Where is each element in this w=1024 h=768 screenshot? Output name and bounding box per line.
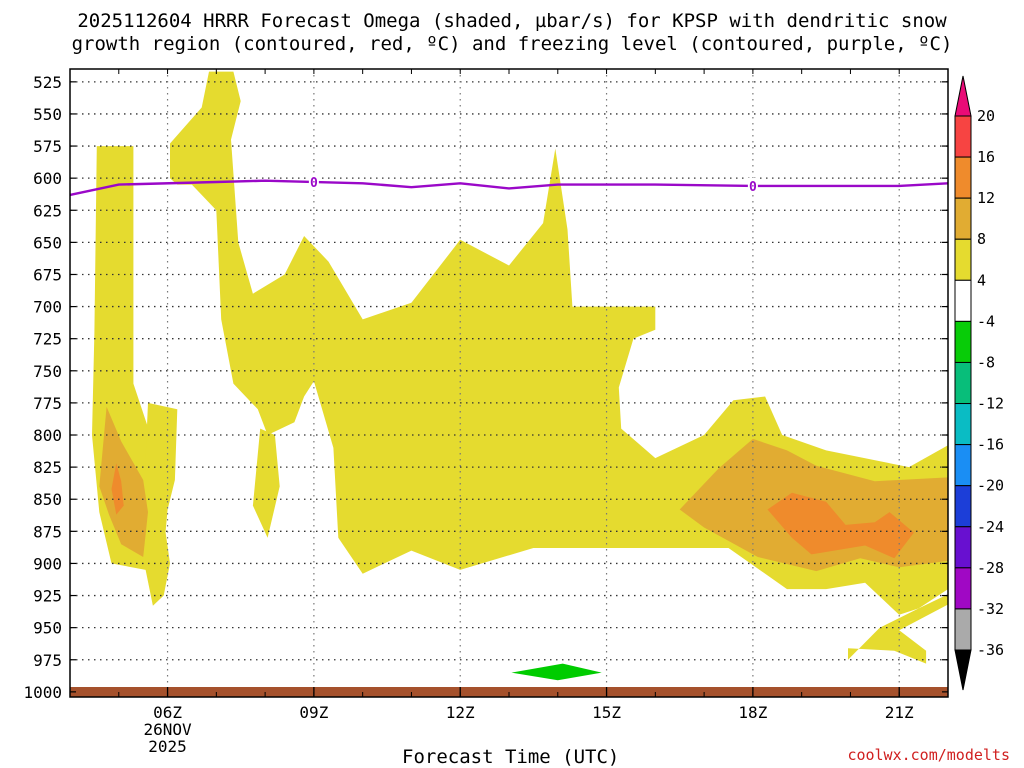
colorbar-box-3: [954, 238, 972, 281]
colorbar-label-8: -16: [977, 436, 1004, 454]
colorbar-label-0: 20: [977, 107, 995, 125]
colorbar-box-8: [954, 444, 972, 487]
x-tick-label-09Z: 09Z: [299, 703, 328, 722]
colorbar-bottom-triangle: [954, 649, 972, 691]
x-tick-label-12Z: 12Z: [446, 703, 475, 722]
omega-region-12-16-8: [111, 463, 124, 515]
chart-title-line-1: 2025112604 HRRR Forecast Omega (shaded, …: [77, 10, 947, 32]
omega-region-4-8-4: [252, 428, 280, 538]
y-tick-label-800: 800: [33, 426, 62, 445]
omega-shaded-regions: [92, 71, 948, 681]
y-tick-label-850: 850: [33, 490, 62, 509]
x-tick-label-15Z: 15Z: [592, 703, 621, 722]
y-tick-label-750: 750: [33, 362, 62, 381]
x-tick-label-06Z: 06Z: [153, 703, 182, 722]
colorbar-label-13: -36: [977, 641, 1004, 659]
y-tick-label-600: 600: [33, 169, 62, 188]
omega-region-12-16-9: [767, 492, 914, 559]
omega-region-4-8-2: [145, 512, 170, 606]
colorbar-box-7: [954, 403, 972, 446]
y-tick-label-650: 650: [33, 233, 62, 252]
y-tick-label-525: 525: [33, 73, 62, 92]
chart-title-line-2: growth region (contoured, red, ºC) and f…: [71, 33, 953, 55]
colorbar-label-11: -28: [977, 559, 1004, 577]
plot-axes: 525 550 575 600 625 650 675 700 725 750 775 800 825 8…: [23, 68, 949, 756]
colorbar-box-1: [954, 156, 972, 199]
y-tick-label-675: 675: [33, 265, 62, 284]
x-tick-label-18Z: 18Z: [738, 703, 767, 722]
freezing-label-bg-1: [747, 177, 758, 194]
colorbar-label-10: -24: [977, 518, 1004, 536]
y-tick-label-775: 775: [33, 394, 62, 413]
y-tick-label-550: 550: [33, 105, 62, 124]
grid-lines: [70, 69, 948, 697]
colorbar-label-7: -12: [977, 395, 1004, 413]
date-label-year: 2025: [148, 737, 187, 756]
colorbar-box-6: [954, 361, 972, 405]
colorbar-box-12: [954, 608, 972, 651]
freezing-level-label-0: 0: [310, 176, 318, 191]
x-axis-title: Forecast Time (UTC): [402, 746, 620, 768]
omega-region--8--4-10: [511, 663, 602, 681]
x-tick-label-21Z: 21Z: [885, 703, 914, 722]
freezing-label-bg-0: [308, 174, 319, 191]
y-tick-label-625: 625: [33, 201, 62, 220]
colorbar-box-4: [954, 279, 972, 322]
colorbar-label-2: 12: [977, 189, 995, 207]
y-tick-label-950: 950: [33, 619, 62, 638]
colorbar: 20 16 12 8 4 -4 -8 -12 -16 -20 -24 -28 -32 -36: [954, 75, 1004, 691]
colorbar-label-5: -4: [977, 312, 995, 330]
colorbar-box-5: [954, 320, 972, 363]
colorbar-box-9: [954, 485, 972, 528]
omega-region-4-8-1: [143, 402, 178, 570]
colorbar-label-4: 4: [977, 271, 986, 289]
y-tick-label-575: 575: [33, 137, 62, 156]
freezing-level-label-1: 0: [749, 180, 757, 195]
omega-region-4-8-5: [848, 594, 948, 664]
y-tick-label-925: 925: [33, 587, 62, 606]
colorbar-label-3: 8: [977, 230, 986, 248]
colorbar-label-1: 16: [977, 148, 995, 166]
y-tick-label-1000: 1000: [23, 683, 62, 702]
colorbar-box-11: [954, 567, 972, 610]
y-tick-label-875: 875: [33, 522, 62, 541]
y-tick-label-900: 900: [33, 554, 62, 573]
credit-text: coolwx.com/modelts: [847, 746, 1010, 764]
freezing-level-line: [69, 179, 949, 197]
colorbar-label-9: -20: [977, 477, 1004, 495]
y-tick-label-975: 975: [33, 651, 62, 670]
omega-region-8-12-6: [99, 406, 148, 557]
colorbar-box-2: [954, 197, 972, 240]
colorbar-box-10: [954, 526, 972, 569]
colorbar-label-12: -32: [977, 600, 1004, 618]
y-tick-label-825: 825: [33, 458, 62, 477]
colorbar-label-6: -8: [977, 353, 995, 371]
date-label-day: 26NOV: [143, 720, 192, 739]
y-tick-label-725: 725: [33, 330, 62, 349]
y-tick-label-700: 700: [33, 298, 62, 317]
colorbar-box-0: [954, 115, 972, 158]
colorbar-top-triangle: [954, 75, 972, 117]
